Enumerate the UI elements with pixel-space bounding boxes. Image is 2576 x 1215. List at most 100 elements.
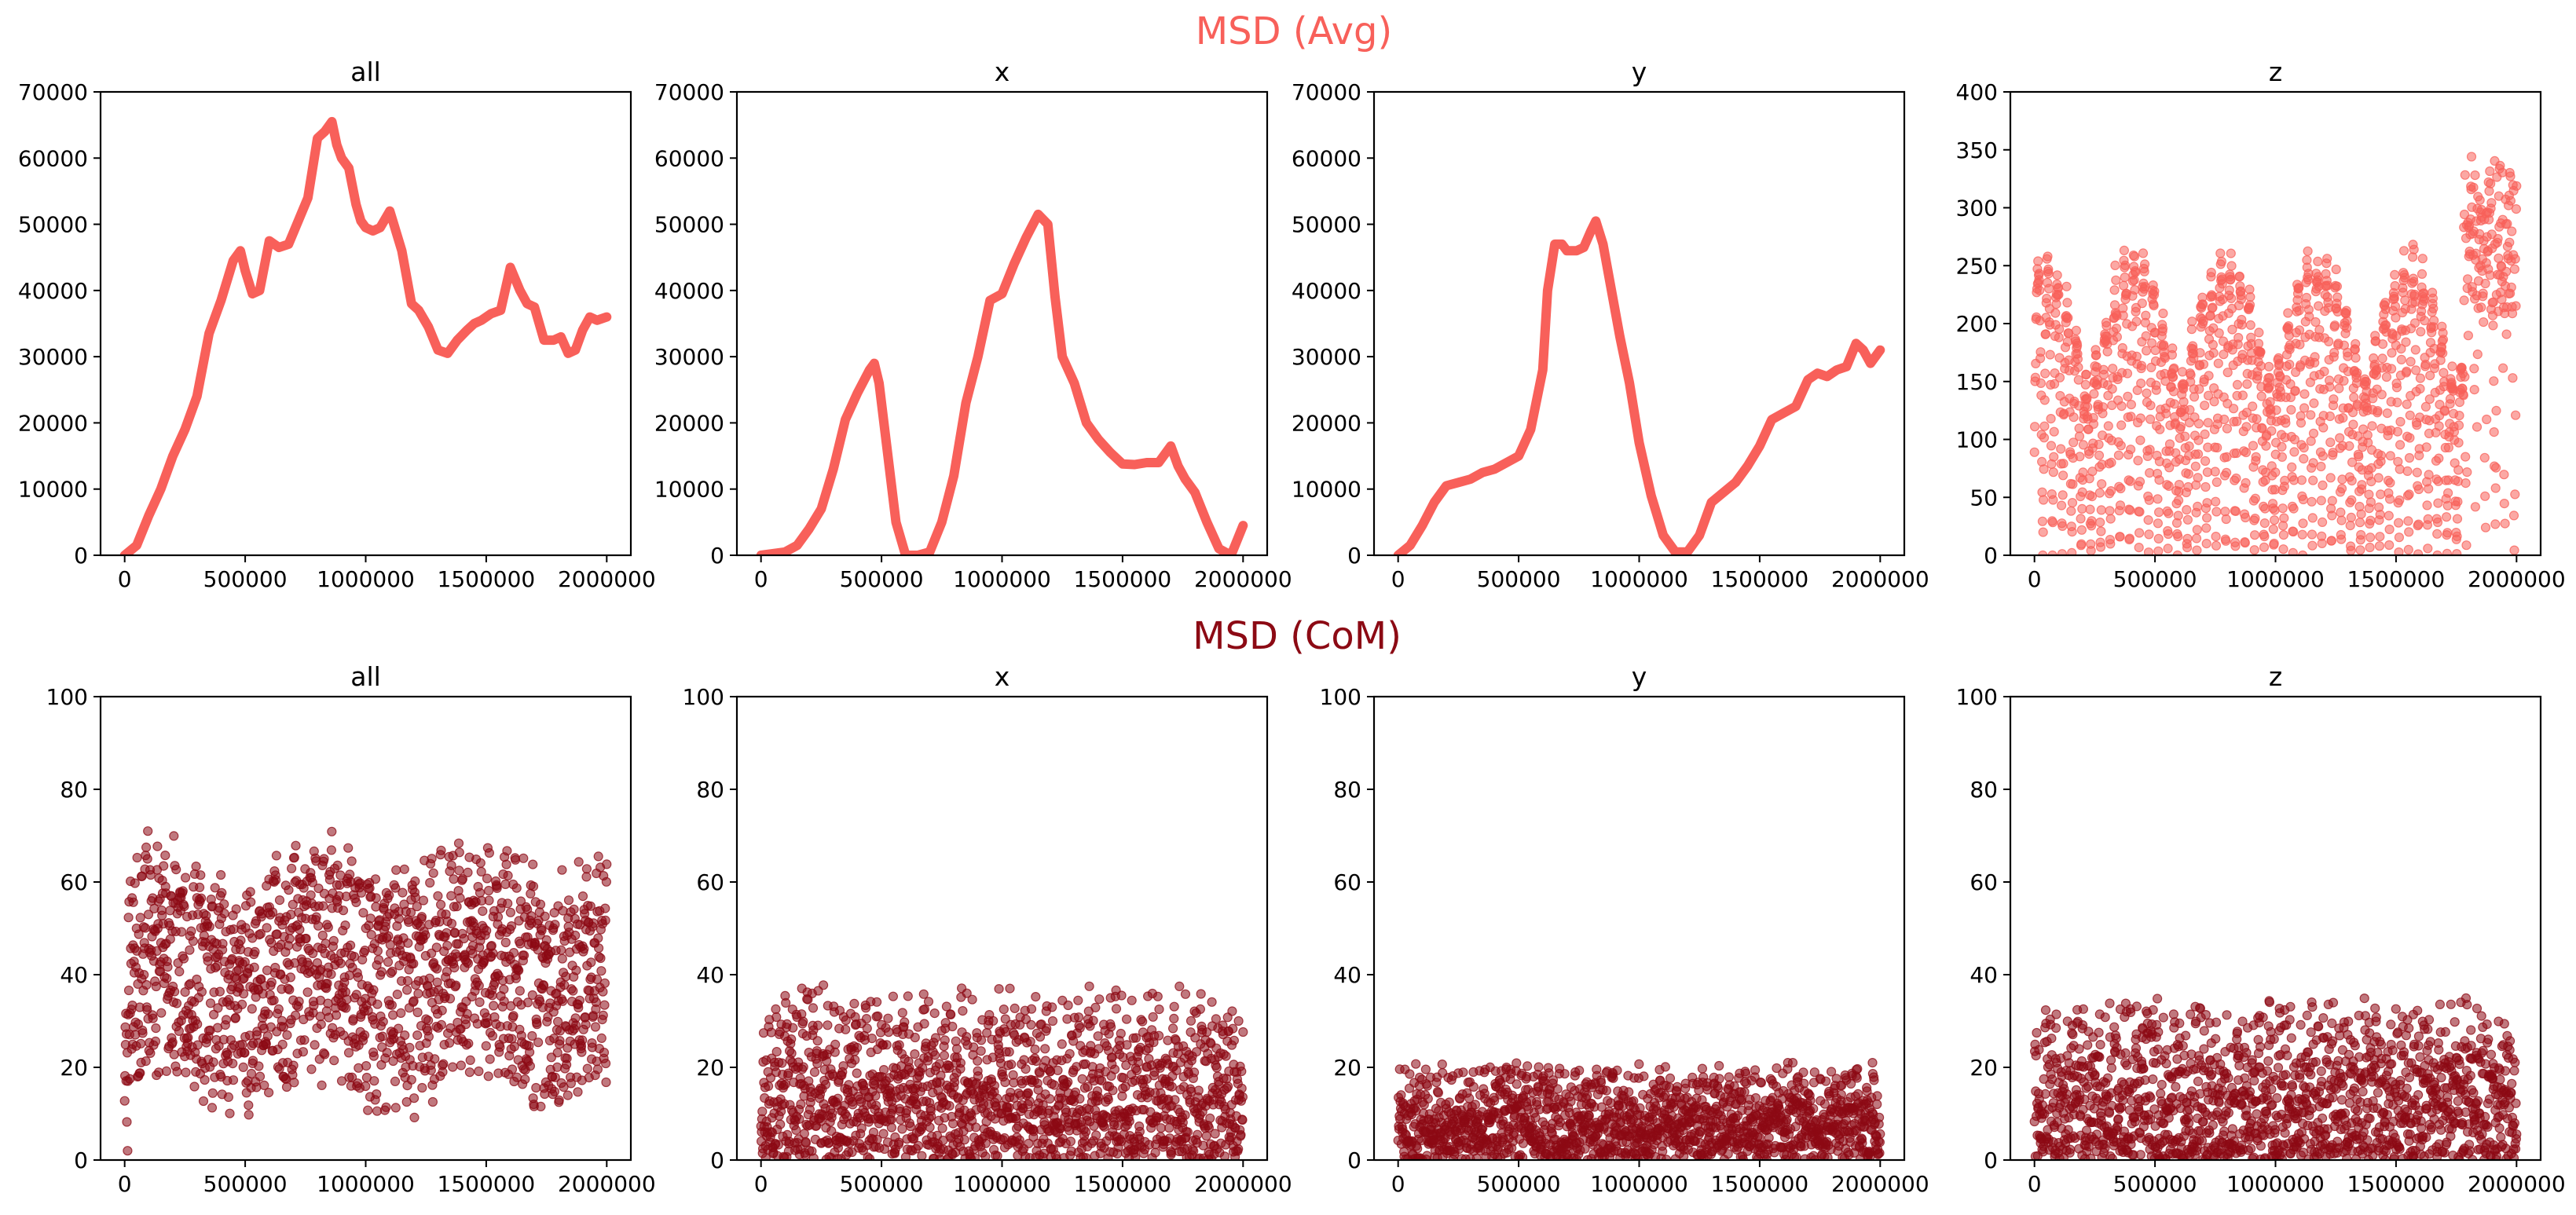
data-point bbox=[2417, 328, 2425, 336]
x-tick-label: 1000000 bbox=[1590, 566, 1688, 592]
data-point bbox=[2212, 541, 2221, 550]
data-point bbox=[592, 998, 600, 1007]
data-point bbox=[320, 855, 328, 863]
data-point bbox=[2403, 467, 2412, 475]
data-point bbox=[2142, 389, 2151, 397]
data-point bbox=[255, 1062, 263, 1070]
data-point bbox=[2127, 401, 2135, 409]
data-point bbox=[1020, 1056, 1028, 1064]
y-tick-label: 60 bbox=[696, 869, 724, 895]
data-point bbox=[446, 994, 455, 1003]
data-point bbox=[2265, 362, 2274, 371]
x-tick-label: 1500000 bbox=[1074, 566, 1172, 592]
data-point bbox=[124, 913, 133, 922]
data-point bbox=[1125, 1117, 1134, 1125]
data-point bbox=[319, 902, 328, 910]
data-point bbox=[2406, 434, 2414, 442]
data-point bbox=[2441, 407, 2450, 415]
data-point bbox=[264, 1010, 273, 1019]
data-point bbox=[443, 942, 452, 950]
x-tick-label: 2000000 bbox=[1194, 1171, 1292, 1197]
y-tick-label: 100 bbox=[46, 684, 88, 710]
data-point bbox=[2499, 364, 2508, 372]
data-point bbox=[2040, 434, 2049, 442]
data-point bbox=[2337, 535, 2346, 543]
data-point bbox=[1183, 1128, 1192, 1136]
data-point bbox=[2327, 536, 2336, 545]
data-point bbox=[2317, 496, 2325, 505]
data-point bbox=[2385, 541, 2394, 550]
x-tick-label: 0 bbox=[754, 566, 768, 592]
data-point bbox=[857, 1124, 866, 1133]
data-point bbox=[1032, 1057, 1041, 1066]
data-point bbox=[2211, 497, 2220, 506]
data-point bbox=[2145, 496, 2153, 504]
data-point bbox=[339, 906, 348, 915]
data-point bbox=[504, 871, 512, 880]
data-point bbox=[502, 860, 511, 869]
data-point bbox=[553, 1063, 562, 1071]
data-point bbox=[178, 887, 187, 895]
data-point bbox=[2055, 325, 2064, 334]
data-point bbox=[2310, 353, 2319, 361]
data-point bbox=[958, 1007, 967, 1016]
data-point bbox=[2127, 445, 2135, 454]
data-point bbox=[180, 902, 189, 911]
data-point bbox=[217, 871, 225, 880]
data-point bbox=[445, 1038, 454, 1047]
data-point bbox=[2253, 371, 2262, 380]
data-point bbox=[2211, 532, 2220, 541]
data-point bbox=[2164, 509, 2173, 518]
data-point bbox=[2168, 344, 2177, 353]
data-point bbox=[2145, 469, 2154, 478]
data-point bbox=[509, 1012, 518, 1020]
data-point bbox=[2296, 340, 2304, 349]
data-point bbox=[1222, 1052, 1230, 1060]
data-point bbox=[884, 1014, 892, 1023]
y-tick-label: 70000 bbox=[1292, 79, 1361, 105]
data-point bbox=[489, 949, 497, 957]
data-point bbox=[464, 1039, 473, 1048]
data-point bbox=[2470, 364, 2479, 373]
data-point bbox=[2141, 260, 2149, 269]
data-point bbox=[2318, 518, 2327, 526]
data-point bbox=[2222, 424, 2231, 433]
data-point bbox=[373, 1000, 382, 1008]
data-point bbox=[2112, 276, 2120, 284]
data-point bbox=[809, 1004, 818, 1012]
data-point bbox=[2325, 382, 2334, 391]
data-point bbox=[1181, 1111, 1189, 1119]
data-point bbox=[143, 855, 152, 863]
data-point bbox=[2398, 288, 2407, 297]
data-point bbox=[594, 852, 603, 861]
data-point bbox=[2285, 322, 2293, 331]
data-point bbox=[1167, 1082, 1176, 1091]
data-point bbox=[2086, 505, 2094, 514]
data-point bbox=[155, 1068, 163, 1077]
data-point bbox=[389, 1011, 398, 1019]
data-point bbox=[2200, 360, 2208, 368]
data-point bbox=[476, 888, 485, 897]
data-point bbox=[2233, 380, 2242, 389]
data-point bbox=[285, 935, 294, 943]
x-tick-label: 1500000 bbox=[1711, 566, 1809, 592]
data-point bbox=[938, 1124, 947, 1133]
data-point bbox=[435, 917, 444, 926]
data-point bbox=[537, 926, 546, 935]
data-point bbox=[977, 1047, 985, 1056]
data-point bbox=[460, 935, 468, 943]
data-point bbox=[136, 1069, 145, 1078]
data-point bbox=[2377, 390, 2386, 399]
data-point bbox=[781, 1080, 790, 1089]
data-point bbox=[2039, 528, 2047, 536]
data-point bbox=[2278, 504, 2287, 513]
data-point bbox=[600, 979, 609, 987]
data-point bbox=[231, 1013, 240, 1022]
data-point bbox=[2446, 394, 2455, 403]
data-point bbox=[1021, 1065, 1030, 1074]
data-point bbox=[2442, 513, 2451, 521]
data-point bbox=[278, 1040, 287, 1048]
data-point bbox=[2095, 489, 2104, 497]
data-point bbox=[2375, 542, 2384, 551]
data-point bbox=[427, 1066, 435, 1074]
